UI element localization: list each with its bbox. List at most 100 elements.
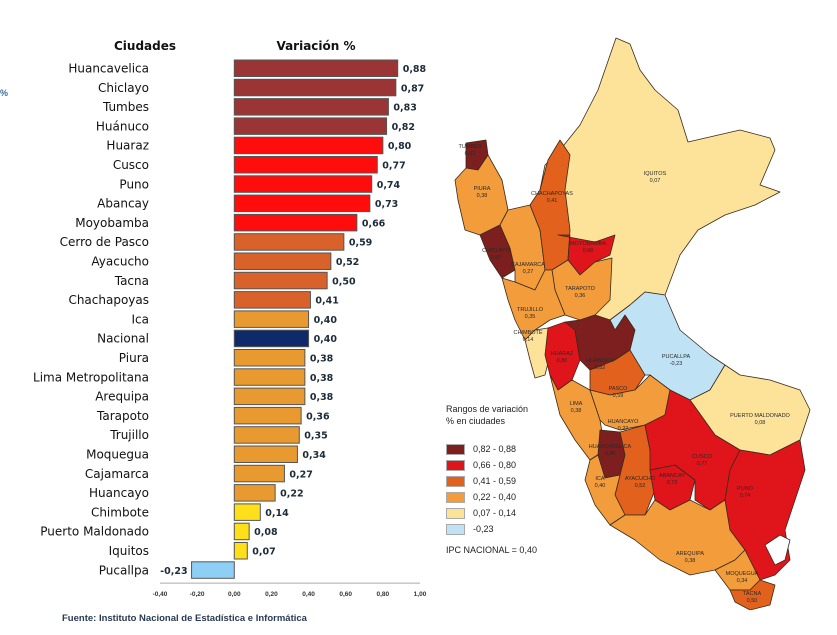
category-label: Huancavelica — [68, 62, 149, 76]
bar-lima-metropolitana — [233, 368, 306, 386]
map-label-iquitos: IQUITOS 0,07 — [644, 171, 667, 184]
legend-label: 0,41 - 0,59 — [473, 476, 517, 486]
legend-item: 0,66 - 0,80 — [446, 457, 537, 473]
legend-swatch — [446, 475, 465, 487]
value-label: 0,38 — [310, 392, 334, 403]
bar-tacna — [233, 271, 328, 290]
category-label: Ica — [132, 312, 150, 326]
category-label: Moyobamba — [75, 216, 149, 230]
category-label: Tumbes — [102, 100, 149, 114]
value-label: 0,50 — [332, 276, 356, 287]
category-label: Chachapoyas — [68, 293, 149, 307]
bar-moquegua — [233, 445, 298, 463]
map-label-chimbote: CHIMBOTE 0,14 — [513, 330, 542, 343]
category-label: Cusco — [113, 158, 149, 172]
bar-ayacucho — [233, 252, 332, 270]
x-tick-label: -0,20 — [190, 591, 205, 598]
bar-huancayo — [233, 484, 276, 502]
legend-item: -0,23 — [446, 521, 537, 537]
category-label: Chiclayo — [98, 81, 149, 95]
legend-swatch — [446, 459, 465, 471]
map-label-cajamarca: CAJAMARCA 0,27 — [511, 262, 545, 275]
bar-pucallpa — [191, 561, 235, 579]
category-label: Tarapoto — [96, 409, 149, 423]
bar-chachapoyas — [233, 291, 311, 309]
bar-nacional — [233, 329, 310, 348]
legend-title-2: % en ciudades — [446, 416, 506, 426]
map-labels: TUMBES 0,83 PIURA 0,38 CHICLAYO 0,87 CHACHAPOY… — [459, 144, 791, 604]
bar-puerto-maldonado — [233, 522, 250, 541]
bar-huaraz — [233, 136, 384, 155]
category-label: Trujillo — [109, 428, 149, 442]
bar-chiclayo — [233, 78, 397, 97]
value-label: 0,82 — [392, 122, 415, 133]
category-label: Iquitos — [109, 544, 149, 558]
map-label-chiclayo: CHICLAYO 0,87 — [482, 248, 510, 261]
value-label: 0,87 — [401, 83, 424, 94]
value-label: -0,23 — [160, 566, 187, 577]
source-note: Fuente: Instituto Nacional de Estadístic… — [62, 613, 307, 624]
map-label-ayacucho: AYACUCHO 0,52 — [625, 476, 656, 489]
category-label: Pucallpa — [99, 563, 149, 577]
category-label: Chimbote — [91, 505, 149, 519]
value-label: 0,77 — [382, 161, 405, 172]
map-label-huanuco: HUANUCO 0,82 — [586, 358, 615, 371]
x-tick-label: 0,40 — [302, 591, 315, 598]
map-label-abancay: ABANCAY 0,73 — [659, 473, 685, 486]
legend-label: -0,23 — [473, 524, 494, 534]
bar-arequipa — [233, 387, 306, 406]
category-label: Huancayo — [89, 486, 149, 500]
map-legend: Rangos de variación % en ciudades 0,82 -… — [446, 403, 537, 555]
value-label: 0,38 — [310, 373, 334, 384]
value-label: 0,41 — [315, 296, 338, 307]
map-label-piura: PIURA 0,38 — [474, 186, 491, 199]
legend-label: 0,22 - 0,40 — [473, 492, 517, 502]
bar-abancay — [233, 194, 371, 213]
legend-swatch — [446, 523, 465, 535]
bar-chimbote — [233, 503, 261, 521]
x-tick-label: 0,00 — [228, 591, 241, 598]
bar-tumbes — [233, 98, 389, 116]
value-label: 0,40 — [314, 334, 338, 345]
category-label: Huaraz — [106, 139, 149, 153]
value-label: 0,88 — [403, 64, 427, 75]
legend-title-1: Rangos de variación — [446, 404, 529, 414]
region-tacna — [729, 579, 776, 610]
category-label: Huánuco — [96, 119, 149, 133]
category-label: Lima Metropolitana — [33, 370, 149, 384]
x-tick-label: 0,20 — [265, 591, 278, 598]
region-trujillo — [501, 269, 566, 341]
category-label: Ayacucho — [91, 255, 149, 269]
category-label: Arequipa — [95, 390, 149, 404]
value-label: 0,22 — [280, 489, 303, 500]
map-label-pasco: PASCO 0,59 — [609, 386, 629, 399]
bar-puno — [233, 175, 373, 193]
value-label: 0,52 — [336, 257, 359, 268]
map-label-huancavelica: HUANCAVELICA 0,88 — [589, 444, 632, 457]
legend-items: 0,82 - 0,88 0,66 - 0,80 0,41 - 0,59 0,22 - … — [446, 441, 537, 537]
category-label: Cerro de Pasco — [60, 235, 149, 249]
map-label-tumbes: TUMBES 0,83 — [459, 144, 482, 157]
value-label: 0,40 — [314, 315, 338, 326]
bar-piura — [233, 349, 306, 367]
map-label-huancayo: HUANCAYO 0,22 — [608, 419, 639, 432]
value-label: 0,83 — [393, 103, 416, 114]
column-header-variation: Variación % — [276, 39, 355, 53]
map-label-tarapoto: TARAPOTO 0,36 — [565, 286, 595, 299]
value-label: 0,74 — [377, 180, 401, 191]
bar-cajamarca — [233, 464, 285, 483]
legend-national-ipc: IPC NACIONAL = 0,40 — [446, 545, 537, 555]
value-label: 0,08 — [254, 527, 278, 538]
category-label: Tacna — [114, 274, 149, 288]
category-label: Moquegua — [86, 448, 149, 462]
value-label: 0,36 — [306, 411, 330, 422]
value-label: 0,14 — [265, 508, 289, 519]
x-ticks-group: -0,40 -0,20 0,00 0,20 0,40 0,60 0,80 1,00 — [153, 591, 427, 598]
category-label: Puerto Maldonado — [40, 525, 149, 539]
value-label: 0,34 — [302, 450, 326, 461]
peru-map: TUMBES 0,83 PIURA 0,38 CHICLAYO 0,87 CHACHAPOY… — [454, 37, 811, 610]
map-label-huaraz: HUARAZ 0,80 — [551, 351, 574, 364]
legend-swatch — [446, 491, 465, 503]
stray-percent-mark: % — [0, 88, 9, 98]
value-label: 0,38 — [310, 354, 334, 365]
